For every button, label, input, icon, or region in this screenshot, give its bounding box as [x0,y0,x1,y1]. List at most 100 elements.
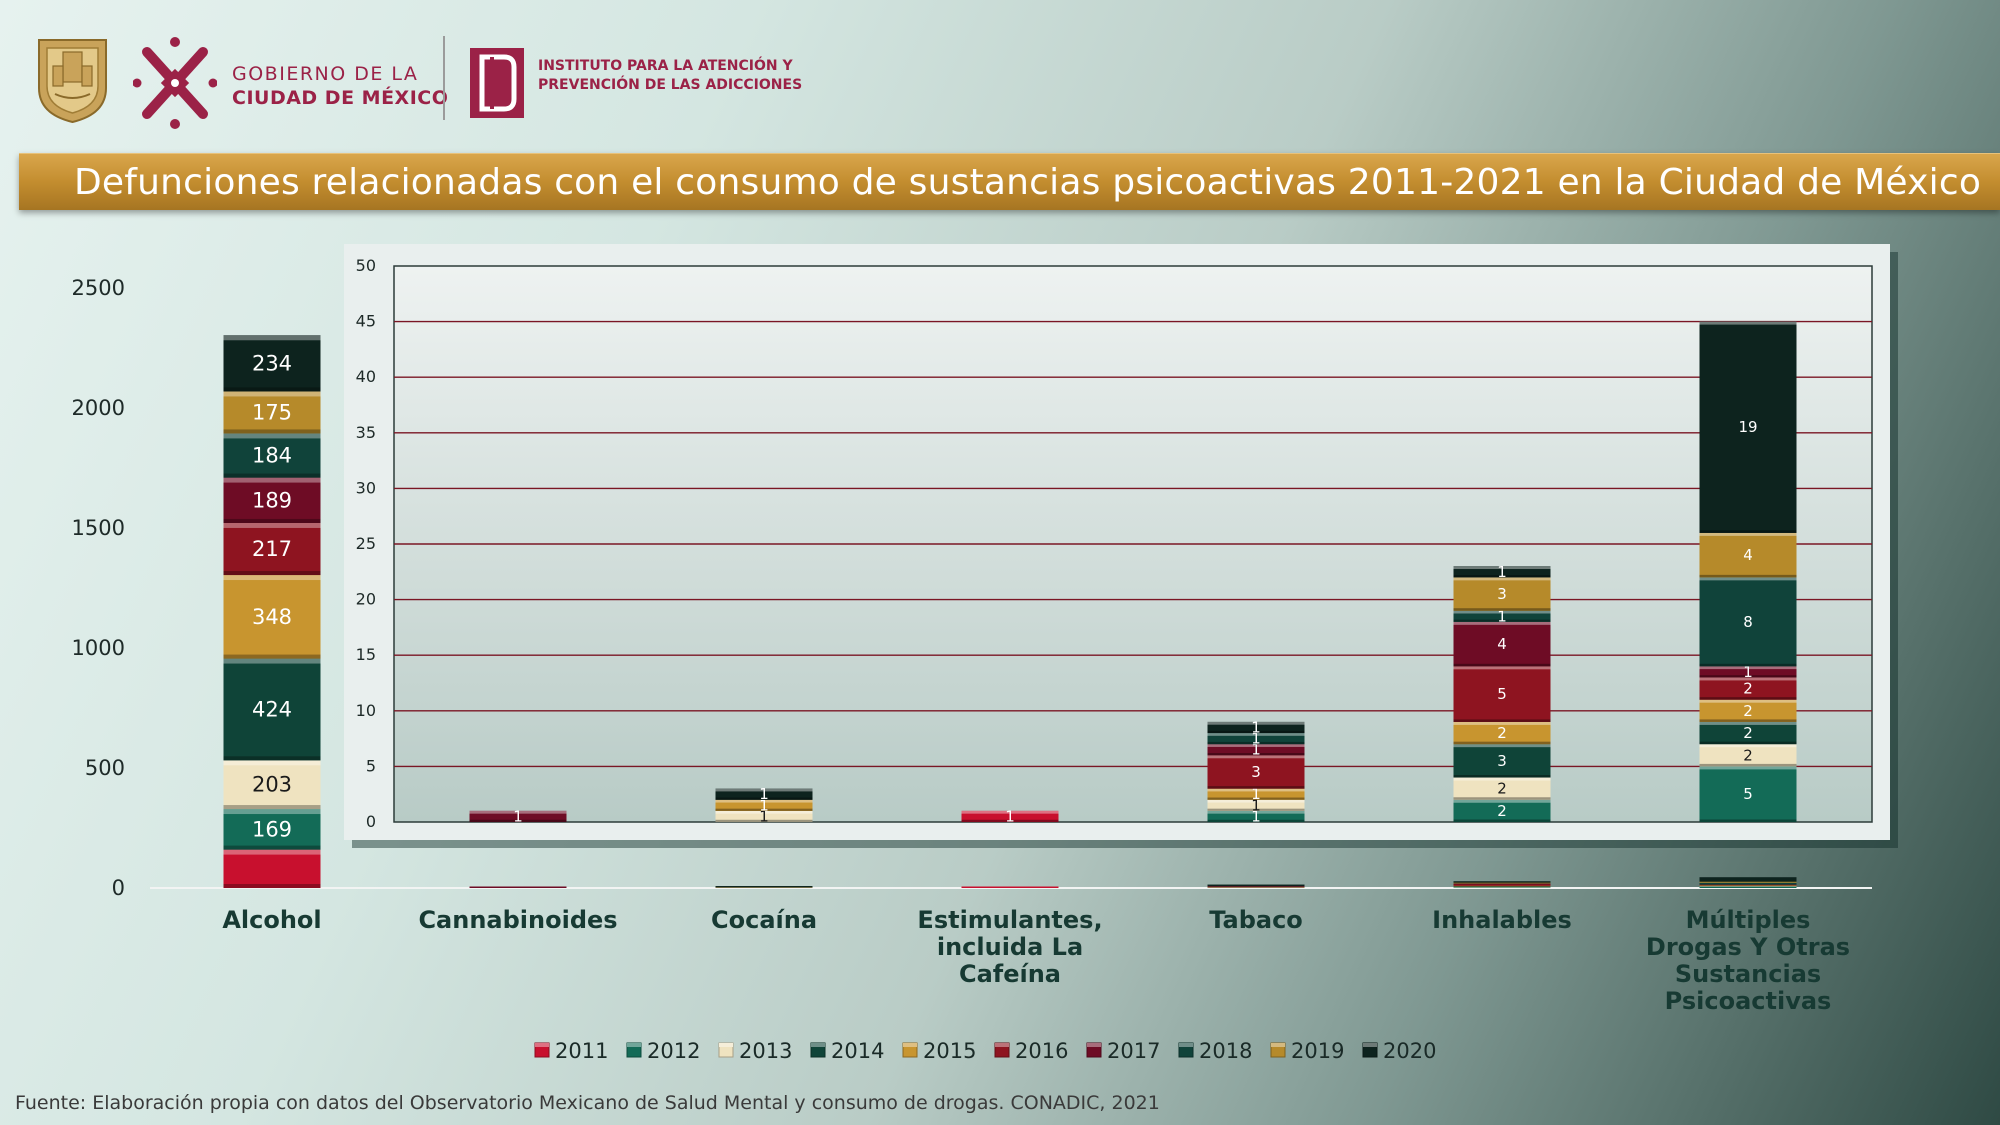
bar-segment [223,575,321,659]
cdmx-logo-icon [133,37,217,129]
inset-bar-segment-fill [1207,755,1305,789]
bar-segment-fill [1453,881,1551,884]
bar-segment-fill [223,433,321,478]
legend-swatch-highlight [719,1043,733,1047]
inset-bar-segment [1699,766,1797,822]
legend-swatch-highlight [903,1043,917,1047]
inset-bar-segment-highlight [1453,744,1551,748]
legend-swatch-highlight [535,1043,549,1047]
legend-label: 2015 [923,1039,976,1063]
inset-y-tick-label: 30 [356,478,376,497]
legend-swatch [718,1042,734,1058]
inset-bar-segment [1699,677,1797,700]
iapa-logo-icon [470,48,524,118]
inset-bar-segment-fill [715,810,813,822]
inset-data-label: 2 [1497,802,1507,820]
bar-segment-shadow [223,571,321,576]
institute-name-line2: PREVENCIÓN DE LAS ADICCIONES [538,77,803,93]
bar-segment-shadow [223,387,321,392]
legend-item: 2016 [994,1039,1068,1063]
inset-bar-segment-highlight [1453,777,1551,781]
legend-item: 2013 [718,1039,792,1063]
legend-swatch-highlight [1271,1043,1285,1047]
category-label: Múltiples [1686,906,1811,934]
category-label: incluida La [937,933,1083,961]
inset-data-label: 1 [1497,563,1507,581]
data-label: 189 [252,488,292,512]
legend-swatch-highlight [1363,1043,1377,1047]
bar-segment-fill [1453,883,1551,885]
inset-bar-segment [1453,721,1551,745]
inset-data-label: 1 [1743,663,1753,681]
inset-bar-segment-shadow [1699,574,1797,578]
bar-segment-highlight [223,477,321,483]
category-label: Cocaína [711,906,817,934]
bar-segment-fill [223,809,321,850]
bar-segment-fill [223,658,321,761]
category-label: Cafeína [959,960,1061,988]
inset-bar-segment [1699,666,1797,678]
inset-bar-segment-shadow [715,819,813,822]
bar-segment-fill [961,886,1059,888]
inset-bar-segment-fill [1699,766,1797,822]
inset-bar-segment-highlight [715,799,813,803]
legend-swatch [534,1042,550,1058]
inset-bar-segment-highlight [1207,755,1305,759]
inset-bar-segment [1699,721,1797,745]
inset-bar-segment [1207,755,1305,789]
bar-segment [1699,886,1797,888]
inset-bar-segment [469,810,567,822]
inset-bar-segment-fill [1453,577,1551,611]
bar-segment-fill [1699,884,1797,886]
inset-data-label: 3 [1497,752,1507,770]
inset-data-label: 3 [1251,763,1261,781]
inset-bar-segment-fill [1699,577,1797,667]
legend-swatch [1362,1042,1378,1058]
legend-swatch-highlight [811,1043,825,1047]
legend-label: 2013 [739,1039,792,1063]
government-name-line2: CIUDAD DE MÉXICO [232,87,449,109]
inset-bar-segment-shadow [1699,697,1797,700]
bar-segment [1207,885,1305,888]
data-label: 175 [252,400,292,424]
header-divider [443,36,445,120]
inset-data-label: 1 [1251,741,1261,759]
inset-bar-segment-shadow [1453,775,1551,778]
bar-segment-fill [1453,886,1551,888]
inset-bar-segment-fill [1453,721,1551,745]
inset-bar-segment [1207,799,1305,811]
legend: 2011 2012 2013 2014 2015 2016 2017 2018 2019 2020 [534,1039,1436,1063]
data-label: 203 [252,773,292,797]
y-tick-label: 1000 [72,636,125,660]
inset-bar-segment-shadow [1453,797,1551,800]
inset-bar-segment-shadow [1699,763,1797,767]
bar-segment [223,658,321,761]
inset-bar-segment-highlight [1207,721,1305,725]
inset-bar-segment-shadow [1207,753,1305,756]
bar-segment [223,809,321,850]
bar-segment-fill [1207,886,1305,888]
inset-bar-segment-shadow [1207,730,1305,734]
inset-bar-segment-fill [961,810,1059,822]
inset-data-label: 1 [1251,730,1261,748]
inset-bar-segment-highlight [1207,744,1305,747]
inset-bar-segment [715,799,813,811]
inset-bar-segment-shadow [1453,663,1551,667]
category-label: Estimulantes, [917,906,1102,934]
inset-bar-segment-fill [1453,621,1551,667]
inset-bar-segment-shadow [1207,786,1305,789]
inset-bar-segment-highlight [1453,799,1551,803]
inset-bar-segment [1699,321,1797,533]
bar-segment-highlight [223,433,321,439]
inset-bar-segment-fill [1207,733,1305,745]
inset-data-label: 2 [1743,680,1753,698]
bar-segment-fill [1207,885,1305,887]
bar-segment [1453,883,1551,885]
y-tick-label: 1500 [72,516,125,540]
inset-bar-segment-fill [1453,566,1551,578]
inset-bar-segment-fill [715,788,813,800]
inset-bar-segment-highlight [1699,677,1797,681]
inset-bar-segment-fill [1207,744,1305,756]
bar-segment-fill [223,391,321,434]
inset-bar-segment-highlight [715,810,813,814]
